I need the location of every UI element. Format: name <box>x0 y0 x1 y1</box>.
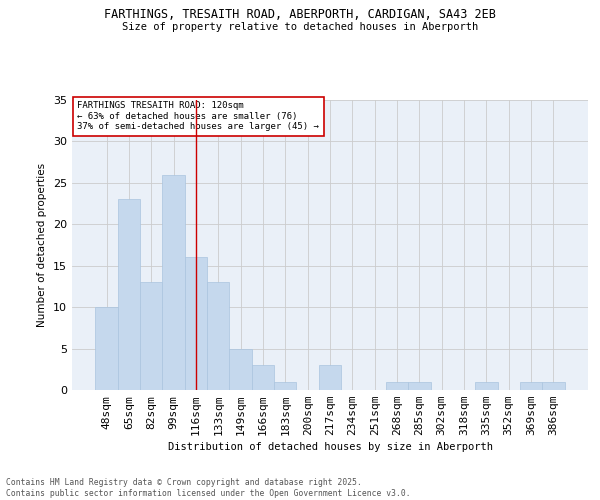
Bar <box>163 174 185 390</box>
Bar <box>274 382 296 390</box>
Bar <box>185 258 207 390</box>
Bar <box>207 282 229 390</box>
Bar <box>319 365 341 390</box>
Bar <box>520 382 542 390</box>
Text: Distribution of detached houses by size in Aberporth: Distribution of detached houses by size … <box>167 442 493 452</box>
Bar <box>118 200 140 390</box>
Bar <box>542 382 565 390</box>
Bar <box>95 307 118 390</box>
Bar <box>229 348 252 390</box>
Y-axis label: Number of detached properties: Number of detached properties <box>37 163 47 327</box>
Bar <box>386 382 408 390</box>
Bar <box>475 382 497 390</box>
Bar <box>140 282 163 390</box>
Bar <box>252 365 274 390</box>
Text: FARTHINGS TRESAITH ROAD: 120sqm
← 63% of detached houses are smaller (76)
37% of: FARTHINGS TRESAITH ROAD: 120sqm ← 63% of… <box>77 102 319 132</box>
Text: FARTHINGS, TRESAITH ROAD, ABERPORTH, CARDIGAN, SA43 2EB: FARTHINGS, TRESAITH ROAD, ABERPORTH, CAR… <box>104 8 496 20</box>
Text: Contains HM Land Registry data © Crown copyright and database right 2025.
Contai: Contains HM Land Registry data © Crown c… <box>6 478 410 498</box>
Text: Size of property relative to detached houses in Aberporth: Size of property relative to detached ho… <box>122 22 478 32</box>
Bar <box>408 382 431 390</box>
